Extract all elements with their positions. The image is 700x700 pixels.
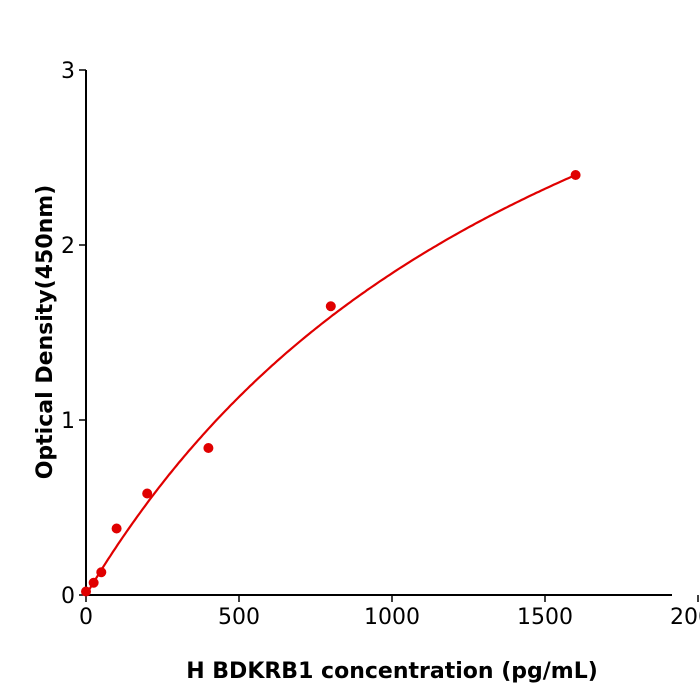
data-point bbox=[88, 577, 99, 588]
y-tick-label: 0 bbox=[61, 584, 75, 609]
x-tick-label: 1500 bbox=[517, 605, 573, 630]
y-tick-label: 3 bbox=[61, 59, 75, 84]
data-point bbox=[203, 443, 214, 453]
data-point bbox=[570, 170, 581, 180]
fit-curve bbox=[85, 174, 577, 596]
x-tick-label: 500 bbox=[218, 605, 260, 630]
data-point bbox=[111, 523, 122, 534]
x-axis-label: H BDKRB1 concentration (pg/mL) bbox=[186, 659, 598, 684]
y-tick-label: 2 bbox=[61, 234, 75, 259]
axes bbox=[85, 70, 672, 596]
x-tick-label: 2000 bbox=[670, 605, 700, 630]
data-point bbox=[142, 488, 153, 499]
y-axis-label: Optical Density(450nm) bbox=[33, 185, 58, 480]
data-point bbox=[81, 586, 91, 597]
x-tick-label: 0 bbox=[79, 605, 93, 630]
x-tick-label: 1000 bbox=[364, 605, 420, 630]
data-point bbox=[96, 567, 107, 578]
y-ticks: 0 1 2 3 bbox=[61, 59, 86, 609]
y-tick-label: 1 bbox=[61, 409, 75, 434]
x-ticks: 0 500 1000 1500 2000 bbox=[79, 595, 700, 630]
data-points bbox=[81, 170, 581, 597]
data-point bbox=[325, 301, 336, 312]
